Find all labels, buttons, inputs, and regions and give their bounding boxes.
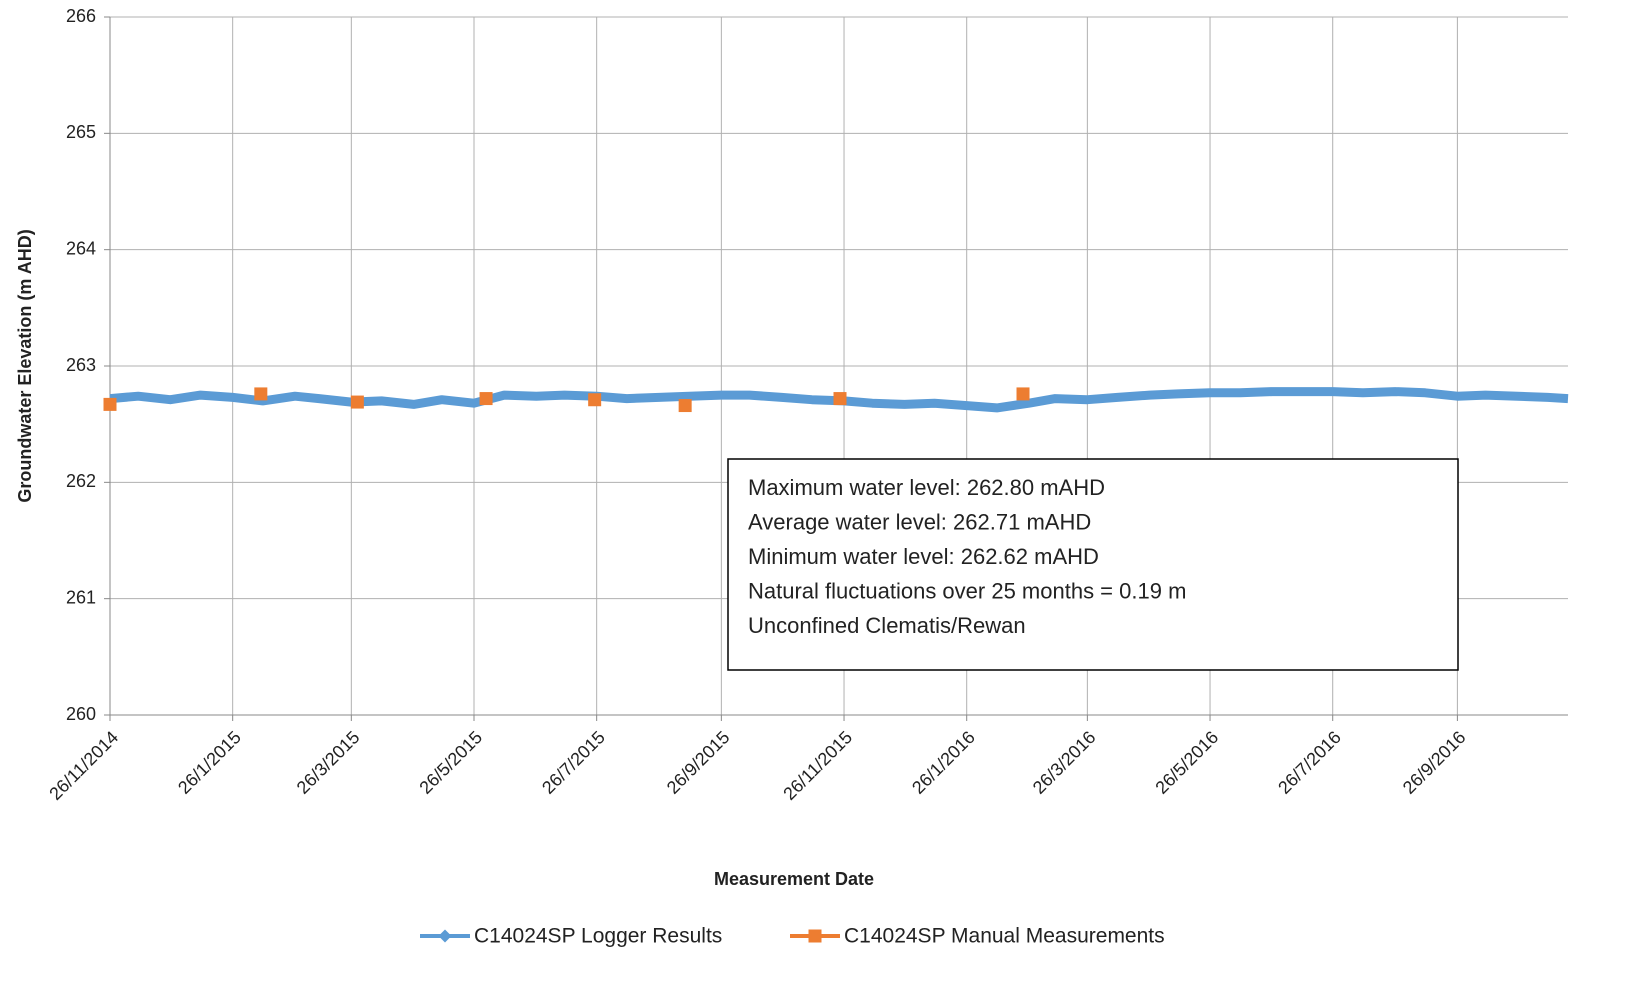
x-tick-label: 26/11/2015 bbox=[779, 727, 856, 804]
y-axis-title: Groundwater Elevation (m AHD) bbox=[15, 229, 35, 502]
data-point bbox=[678, 399, 692, 413]
x-tick-label: 26/11/2014 bbox=[45, 727, 122, 804]
y-tick-label: 263 bbox=[66, 355, 96, 375]
legend-label: C14024SP Manual Measurements bbox=[844, 925, 1165, 948]
x-axis-title: Measurement Date bbox=[714, 869, 874, 889]
annotation-line: Natural fluctuations over 25 months = 0.… bbox=[748, 578, 1186, 603]
x-tick-label: 26/9/2015 bbox=[663, 727, 734, 798]
x-tick-label: 26/7/2015 bbox=[538, 727, 609, 798]
x-tick-label: 26/7/2016 bbox=[1274, 727, 1345, 798]
x-tick-label: 26/1/2016 bbox=[908, 727, 979, 798]
data-point bbox=[1016, 387, 1030, 401]
annotation-line: Unconfined Clematis/Rewan bbox=[748, 613, 1026, 638]
y-tick-label: 266 bbox=[66, 6, 96, 26]
legend-entry: C14024SP Manual Measurements bbox=[790, 925, 1165, 948]
legend-label: C14024SP Logger Results bbox=[474, 925, 722, 948]
data-point bbox=[350, 395, 364, 409]
x-tick-label: 26/3/2016 bbox=[1029, 727, 1100, 798]
data-point bbox=[588, 393, 602, 407]
x-tick-label: 26/1/2015 bbox=[174, 727, 245, 798]
data-point bbox=[479, 392, 493, 406]
annotation-line: Average water level: 262.71 mAHD bbox=[748, 509, 1091, 534]
y-tick-label: 260 bbox=[66, 704, 96, 724]
legend-entry: C14024SP Logger Results bbox=[420, 925, 722, 948]
x-tick-label: 26/9/2016 bbox=[1399, 727, 1470, 798]
y-tick-label: 265 bbox=[66, 122, 96, 142]
x-tick-label: 26/3/2015 bbox=[293, 727, 364, 798]
legend-marker bbox=[808, 929, 822, 943]
annotation-line: Minimum water level: 262.62 mAHD bbox=[748, 544, 1099, 569]
data-point bbox=[833, 392, 847, 406]
annotation-box bbox=[727, 458, 1459, 671]
y-tick-label: 262 bbox=[66, 471, 96, 491]
x-tick-label: 26/5/2016 bbox=[1151, 727, 1222, 798]
y-tick-label: 261 bbox=[66, 587, 96, 607]
x-tick-label: 26/5/2015 bbox=[415, 727, 486, 798]
legend-marker bbox=[438, 929, 452, 943]
annotation-line: Maximum water level: 262.80 mAHD bbox=[748, 475, 1105, 500]
data-point bbox=[103, 397, 117, 411]
data-point bbox=[254, 387, 268, 401]
y-tick-label: 264 bbox=[66, 238, 96, 258]
